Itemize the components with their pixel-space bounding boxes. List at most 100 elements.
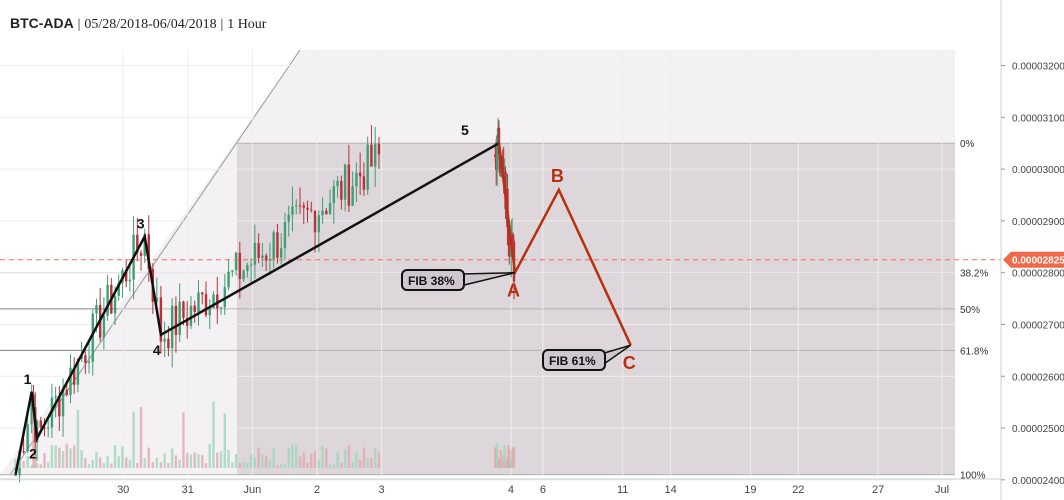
volume-bar: [91, 459, 94, 468]
candle-body: [54, 396, 57, 398]
candle-body: [291, 206, 294, 215]
volume-bar: [358, 459, 362, 468]
volume-bar: [124, 457, 128, 468]
time-tick-label: Jul: [935, 484, 949, 496]
time-tick-label: 22: [792, 484, 804, 496]
candle-body: [212, 294, 215, 309]
candle-body: [310, 209, 313, 211]
volume-bar: [163, 453, 166, 468]
candle-body: [178, 301, 181, 335]
candle-body: [189, 305, 193, 326]
candle-body: [495, 135, 499, 170]
volume-bar: [370, 458, 373, 468]
candle-body: [174, 305, 178, 335]
candle-body: [39, 420, 42, 428]
wave-label-3: 3: [137, 215, 145, 231]
fib-level-label: 61.8%: [960, 346, 988, 357]
volume-bar: [136, 463, 139, 468]
candle-body: [366, 144, 369, 190]
volume-bar: [340, 462, 343, 468]
volume-bar: [121, 446, 124, 468]
candle-body: [186, 317, 189, 326]
callout-text: FIB 61%: [549, 354, 596, 368]
volume-bar: [95, 451, 98, 468]
date-range-label: 05/28/2018-06/04/2018: [84, 17, 217, 32]
volume-bar: [186, 453, 189, 468]
volume-bar: [328, 464, 332, 468]
candle-body: [272, 232, 275, 259]
projection-area: [0, 50, 955, 475]
candle-body: [497, 127, 501, 155]
candle-body: [328, 202, 332, 215]
wave-label-B: B: [551, 166, 564, 186]
volume-bar: [264, 455, 268, 468]
volume-bar: [268, 460, 272, 468]
impulse-wave-line: [14, 142, 500, 475]
volume-bar: [174, 455, 178, 468]
candle-body: [69, 367, 72, 396]
candle-body: [167, 338, 170, 349]
volume-bar: [65, 443, 68, 468]
volume-bar: [242, 461, 245, 468]
volume-bar: [321, 446, 324, 468]
candle-body: [340, 180, 343, 200]
candle-body: [61, 389, 65, 417]
volume-bar: [178, 459, 181, 468]
wave-label-1: 1: [24, 371, 32, 387]
time-tick-label: 31: [182, 484, 194, 496]
volume-bar: [336, 451, 339, 468]
volume-bar: [212, 401, 215, 468]
volume-bar: [373, 448, 377, 468]
volume-bar: [208, 443, 211, 468]
candle-body: [283, 222, 287, 249]
candle-body: [193, 305, 196, 313]
candle-body: [84, 355, 87, 363]
candle-body: [117, 282, 120, 296]
fib-level-label: 0%: [960, 139, 975, 150]
candle-body: [72, 367, 76, 385]
candle-body: [508, 240, 511, 247]
candle-body: [343, 164, 347, 200]
volume-bar: [332, 464, 336, 468]
volume-bar: [193, 452, 196, 468]
volume-bar: [306, 462, 309, 468]
price-tick-label: 0.00003100: [1012, 113, 1064, 124]
volume-bar: [231, 462, 234, 468]
wave-label-C: C: [623, 353, 636, 373]
candle-body: [347, 164, 351, 206]
volume-bar: [310, 453, 313, 468]
price-tick-label: 0.00003200: [1012, 62, 1064, 73]
time-tick-label: 27: [872, 484, 884, 496]
volume-bar: [343, 449, 347, 468]
candle-body: [14, 475, 17, 477]
candle-body: [362, 176, 366, 190]
last-price-label: 0.00002825: [1012, 256, 1064, 267]
callout-text: FIB 38%: [408, 274, 455, 288]
candle-body: [498, 154, 502, 173]
candle-body: [302, 205, 305, 208]
volume-bar: [246, 462, 249, 468]
volume-bar: [204, 463, 208, 468]
candle-body: [43, 427, 46, 429]
volume-bar: [106, 456, 109, 468]
candle-body: [197, 292, 200, 313]
volume-bar: [80, 450, 83, 468]
candle-body: [373, 144, 377, 167]
volume-bar: [102, 463, 106, 468]
candle-body: [58, 396, 61, 417]
fib-level-label: 100%: [960, 471, 986, 482]
volume-bar: [495, 443, 499, 468]
candle-body: [494, 154, 497, 157]
volume-bar: [167, 463, 170, 468]
symbol-label: BTC-ADA: [10, 15, 74, 31]
wave-label-A: A: [507, 281, 520, 301]
candle-body: [238, 252, 242, 280]
candle-body: [268, 258, 272, 261]
volume-bar: [155, 457, 159, 468]
volume-bar: [366, 458, 369, 468]
volume-bar: [170, 448, 174, 468]
volume-bar: [362, 447, 366, 468]
volume-bar: [317, 459, 320, 468]
candle-body: [76, 358, 80, 385]
